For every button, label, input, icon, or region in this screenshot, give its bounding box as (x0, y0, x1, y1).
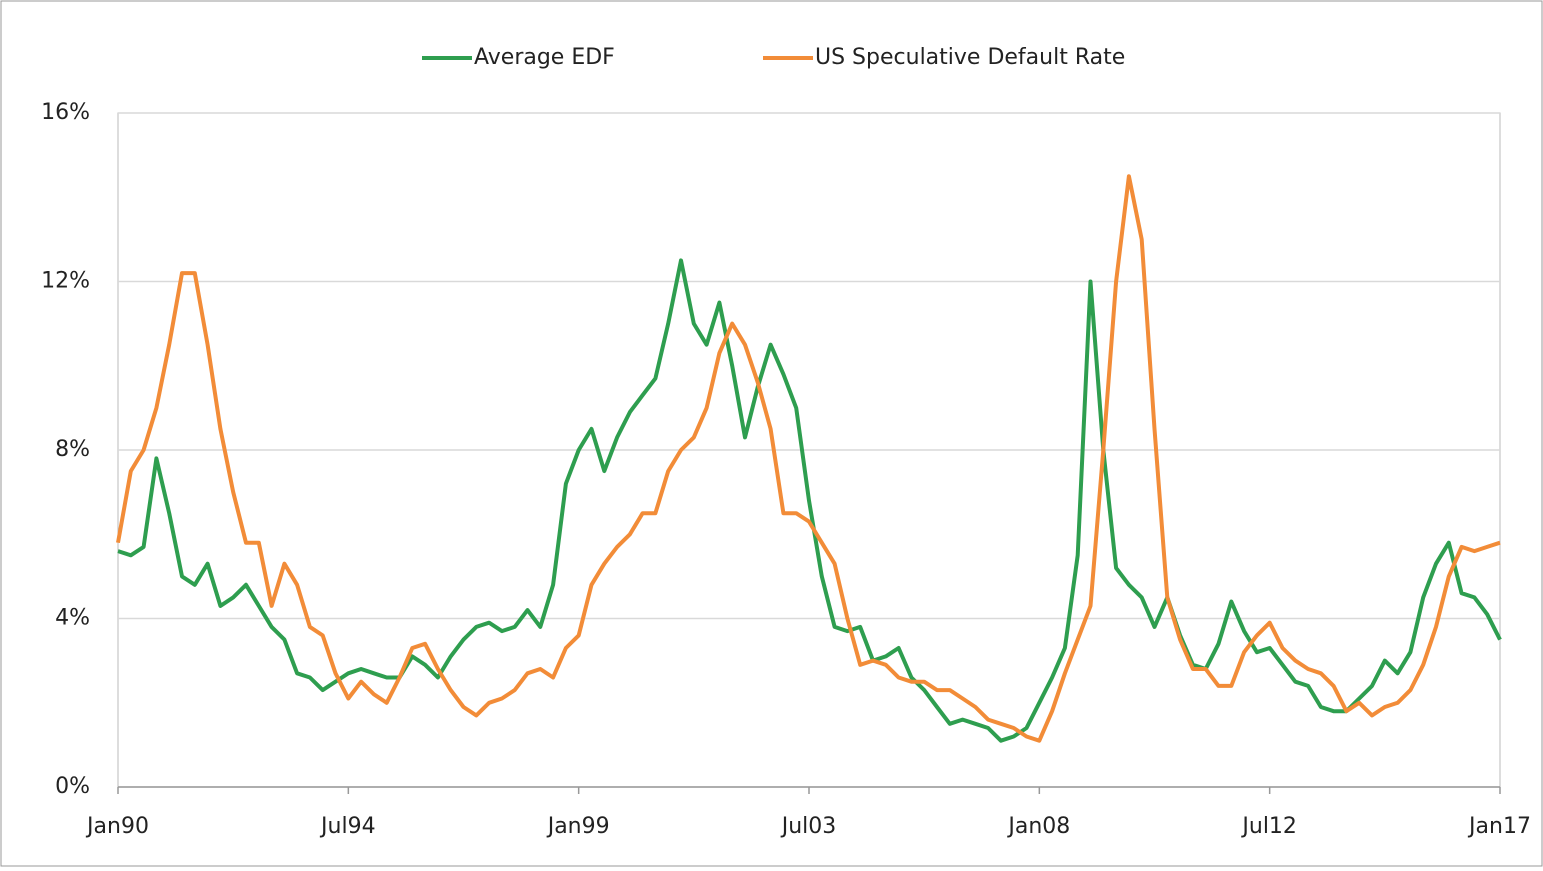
x-tick-label: Jan90 (85, 814, 149, 839)
y-tick-label: 16% (41, 100, 90, 125)
y-tick-label: 0% (55, 774, 90, 799)
series-line (116, 174, 1501, 743)
x-tick-label: Jul12 (1240, 814, 1297, 839)
y-tick-label: 8% (55, 437, 90, 462)
y-tick-label: 12% (41, 269, 90, 294)
x-tick-label: Jul03 (780, 814, 837, 839)
x-tick-label: Jan17 (1467, 814, 1531, 839)
legend-label: US Speculative Default Rate (815, 45, 1125, 70)
x-tick-label: Jan99 (546, 814, 610, 839)
legend-label: Average EDF (474, 45, 615, 70)
y-tick-label: 4% (55, 606, 90, 631)
x-tick-label: Jan08 (1006, 814, 1070, 839)
series-line (117, 258, 1502, 743)
x-tick-label: Jul94 (319, 814, 376, 839)
